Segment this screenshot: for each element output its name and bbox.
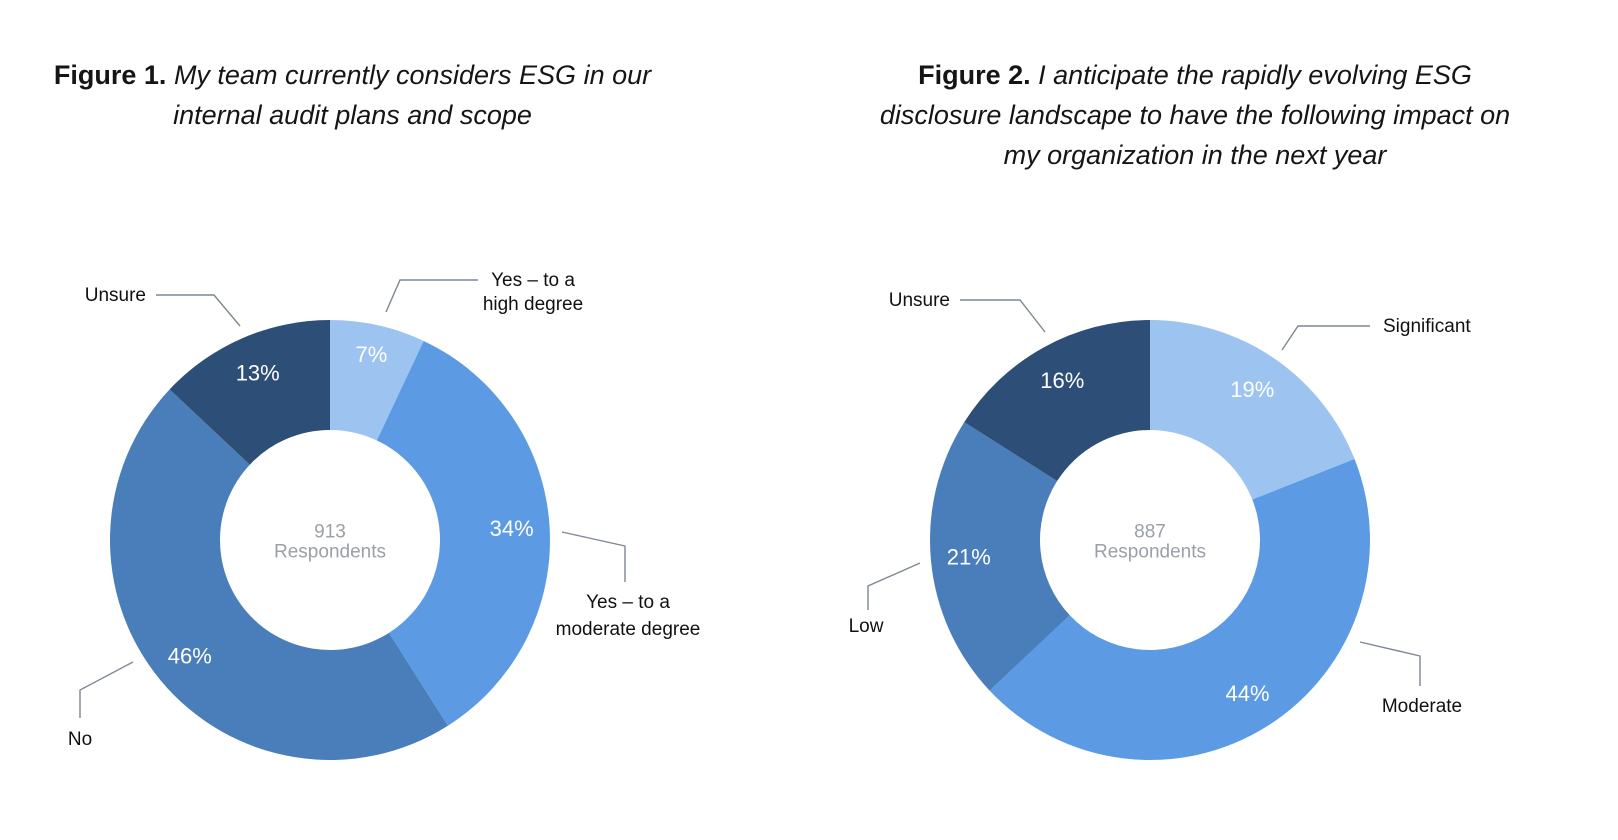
leader-line	[1359, 641, 1421, 686]
figure-1-prefix: Figure 1.	[53, 60, 167, 90]
figure-1-title: Figure 1. My team currently considers ES…	[20, 55, 685, 135]
figure-2-prefix: Figure 2.	[918, 60, 1031, 90]
donut-chart-1: 7% Yes – to a high degree 34% Yes – to a mode…	[68, 270, 701, 760]
slice-significant	[1150, 320, 1355, 500]
figure-2-title: Figure 2. I anticipate the rapidly evolv…	[860, 55, 1530, 175]
leader-line	[561, 531, 626, 582]
slice-category-label: Moderate	[1382, 696, 1462, 717]
slice-category-label: Unsure	[85, 285, 146, 306]
leader-line	[960, 299, 1046, 333]
center-respondents-label: Respondents	[1094, 542, 1206, 563]
slice-moderate	[989, 459, 1370, 760]
center-respondents-label: Respondents	[274, 542, 386, 563]
leader-line	[385, 279, 478, 313]
slice-yes-to-a-moderate-degree	[376, 340, 550, 726]
slice-no	[110, 389, 448, 760]
slice-category-label: Low	[849, 616, 884, 637]
slice-value-label: 44%	[1225, 681, 1269, 706]
slice-value-label: 46%	[168, 644, 212, 669]
leader-line	[79, 661, 134, 718]
slice-category-label: Significant	[1383, 316, 1471, 337]
slice-value-label: 21%	[947, 545, 991, 570]
slice-value-label: 19%	[1230, 377, 1274, 402]
slice-category-label: Yes – to a high degree	[483, 270, 583, 315]
leader-line	[867, 562, 921, 610]
slice-category-label: Unsure	[889, 290, 950, 311]
center-respondent-count: 913	[314, 522, 346, 543]
center-respondent-count: 887	[1134, 522, 1166, 543]
slice-yes-to-a-high-degree	[330, 320, 424, 441]
leader-line	[156, 294, 241, 327]
slice-value-label: 7%	[356, 342, 388, 367]
leader-line	[1281, 325, 1370, 351]
donut-chart-2: 19% Significant 44% Moderate 21% Low 16% Unsure…	[849, 290, 1471, 760]
figure-2-caption: I anticipate the rapidly evolving ESG di…	[879, 60, 1511, 170]
slice-value-label: 13%	[236, 360, 280, 385]
slice-unsure	[964, 320, 1150, 482]
slice-value-label: 34%	[490, 516, 534, 541]
slice-unsure	[169, 320, 330, 465]
slice-value-label: 16%	[1040, 368, 1084, 393]
slice-category-label: Yes – to a moderate degree	[556, 592, 701, 640]
slice-category-label: No	[68, 729, 92, 750]
figure-1-caption: My team currently considers ESG in our i…	[173, 60, 652, 130]
slice-low	[930, 422, 1070, 691]
